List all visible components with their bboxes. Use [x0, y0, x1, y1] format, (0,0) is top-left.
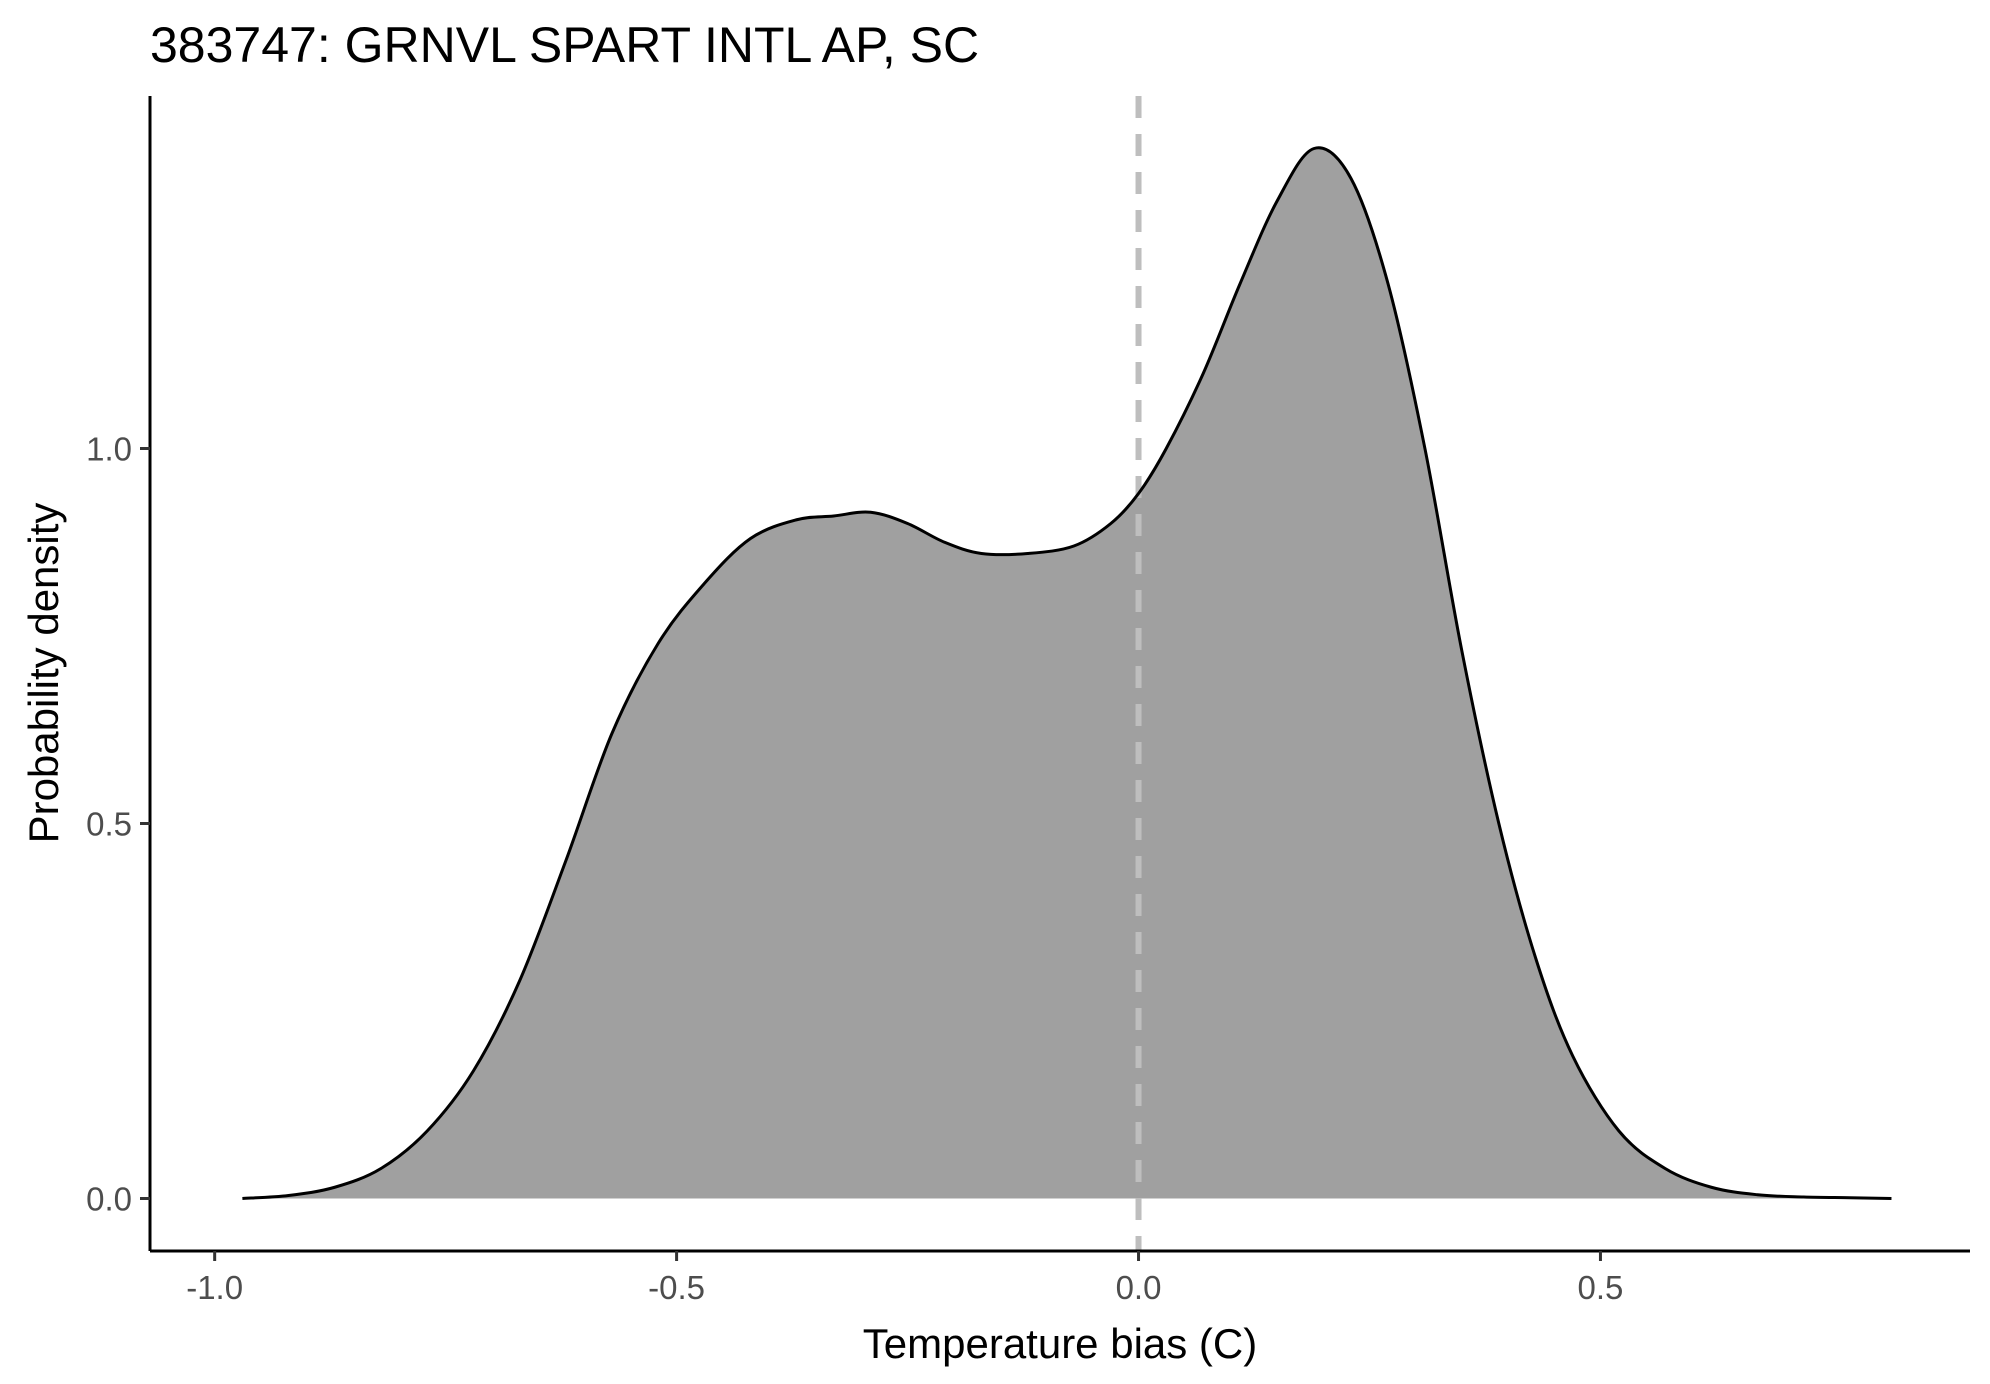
- plot-area: [242, 96, 1892, 1251]
- x-tick-label: 0.0: [1116, 1269, 1162, 1306]
- density-curve: [242, 146, 1892, 1200]
- chart-title: 383747: GRNVL SPART INTL AP, SC: [150, 17, 979, 73]
- x-tick-label: -1.0: [186, 1269, 243, 1306]
- density-area: [242, 147, 1892, 1199]
- y-axis-ticks: 0.0 0.5 1.0: [86, 431, 150, 1218]
- x-axis-ticks: -1.0 -0.5 0.0 0.5: [186, 1251, 1623, 1306]
- x-axis-title: Temperature bias (C): [863, 1320, 1257, 1367]
- y-tick-label: 0.5: [86, 806, 132, 843]
- y-tick-label: 0.0: [86, 1181, 132, 1218]
- y-axis-title: Probability density: [20, 503, 67, 844]
- y-tick-label: 1.0: [86, 431, 132, 468]
- x-tick-label: 0.5: [1578, 1269, 1624, 1306]
- x-tick-label: -0.5: [648, 1269, 705, 1306]
